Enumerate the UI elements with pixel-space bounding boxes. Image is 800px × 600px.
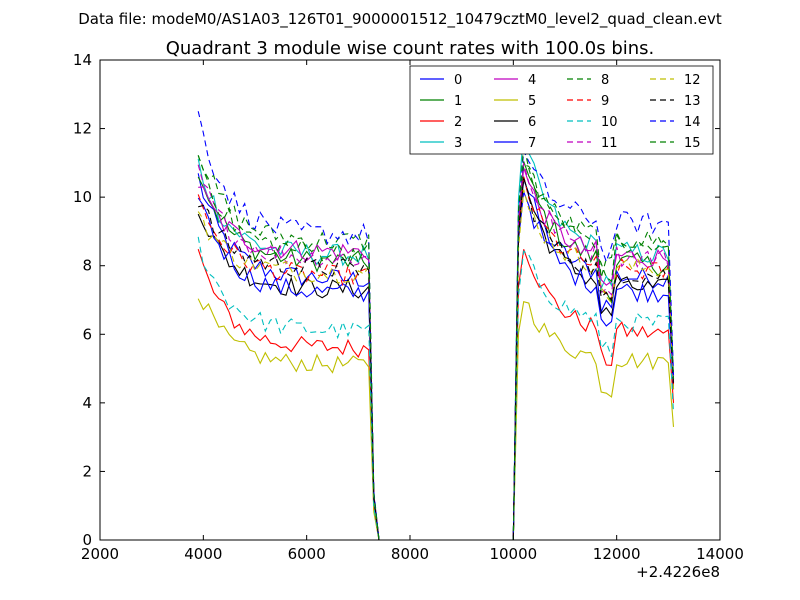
x-tick-label: 6000 (288, 545, 326, 563)
legend-label-8: 8 (601, 73, 609, 88)
legend-label-14: 14 (684, 115, 701, 130)
series-line-5 (197, 298, 675, 541)
x-tick-label: 14000 (696, 545, 744, 563)
legend-label-12: 12 (684, 73, 701, 88)
legend-label-4: 4 (528, 73, 536, 88)
legend-label-3: 3 (454, 136, 462, 151)
x-tick-label: 8000 (391, 545, 429, 563)
y-tick-label: 4 (82, 394, 92, 412)
legend-label-0: 0 (454, 73, 462, 88)
y-tick-label: 10 (73, 188, 92, 206)
axes-layer: 2000 4000 6000 8000 10000 12000 14000024681012… (73, 51, 744, 563)
x-tick-label: 12000 (593, 545, 641, 563)
series-layer (197, 111, 675, 541)
legend-label-1: 1 (454, 94, 462, 109)
x-axis-offset-label: +2.4226e8 (636, 563, 720, 581)
legend-label-13: 13 (684, 94, 701, 109)
series-line-11 (197, 162, 675, 541)
y-tick-label: 6 (82, 325, 92, 343)
chart-title: Quadrant 3 module wise count rates with … (166, 38, 655, 59)
legend-label-2: 2 (454, 115, 462, 130)
legend-label-7: 7 (528, 136, 536, 151)
y-tick-label: 12 (73, 120, 92, 138)
x-tick-label: 10000 (489, 545, 537, 563)
legend-box (409, 65, 714, 155)
legend-label-9: 9 (601, 94, 609, 109)
series-line-15 (197, 144, 675, 541)
legend-label-11: 11 (601, 136, 618, 151)
y-tick-label: 14 (73, 51, 92, 69)
series-line-10 (197, 236, 675, 541)
legend-label-10: 10 (601, 115, 618, 130)
figure-suptitle: Data file: modeM0/AS1A03_126T01_90000015… (78, 10, 722, 29)
y-tick-label: 0 (82, 531, 92, 549)
y-tick-label: 2 (82, 462, 92, 480)
legend-label-6: 6 (528, 115, 536, 130)
legend-label-5: 5 (528, 94, 536, 109)
x-tick-label: 4000 (184, 545, 222, 563)
x-tick-label: 2000 (81, 545, 119, 563)
y-tick-label: 8 (82, 257, 92, 275)
legend-label-15: 15 (684, 136, 701, 151)
